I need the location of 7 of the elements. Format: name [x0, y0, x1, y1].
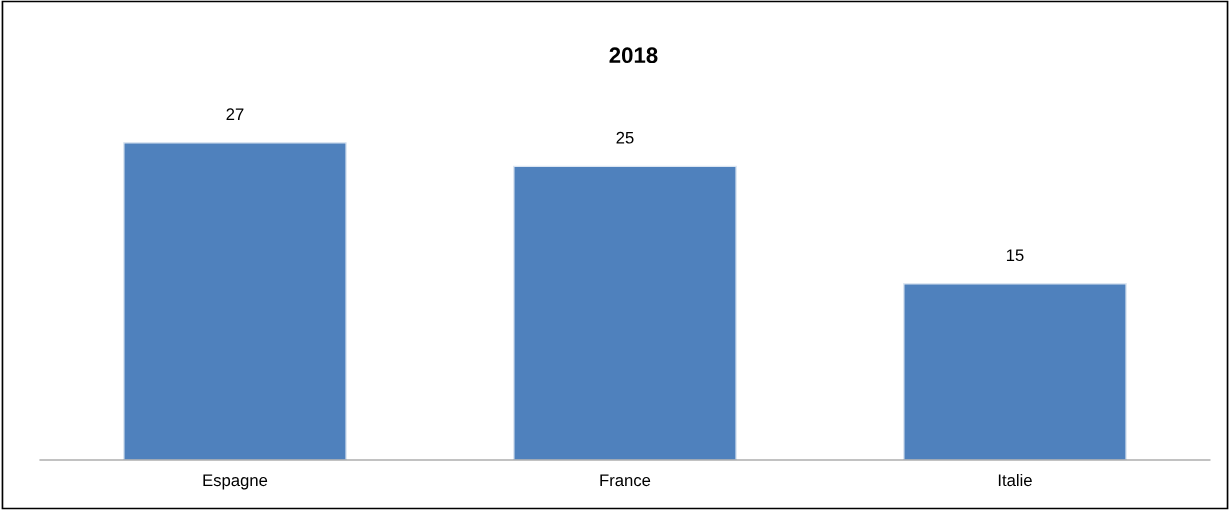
x-tick-label: Italie [998, 473, 1032, 487]
data-label: 27 [226, 108, 244, 120]
x-tick-label: Espagne [203, 474, 268, 490]
chart-title: 2018 [609, 47, 658, 64]
x-tick-label: France [600, 474, 651, 487]
data-label: 25 [616, 131, 634, 144]
data-label: 15 [1006, 249, 1024, 262]
